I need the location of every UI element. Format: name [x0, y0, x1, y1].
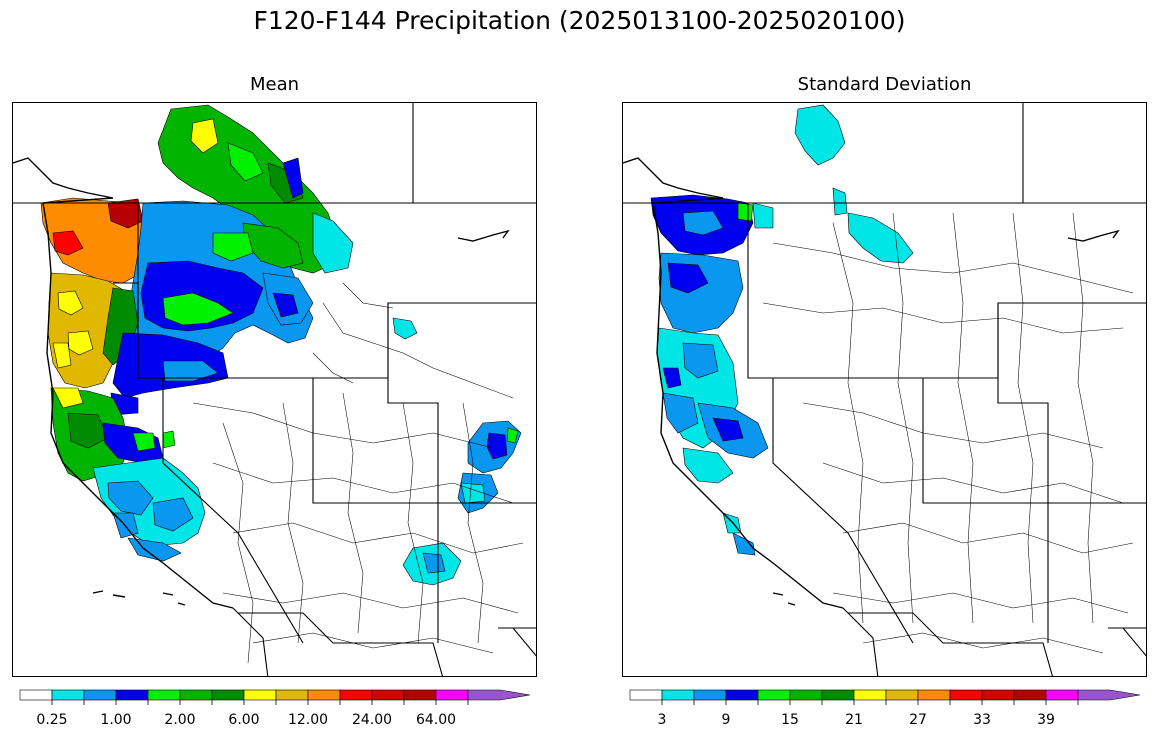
colorbar-swatch [147, 689, 181, 701]
colorbar-swatch [725, 689, 759, 701]
colorbar-tick-label: 1.00 [100, 712, 132, 728]
panel-title-mean: Mean [249, 74, 300, 95]
colorbar-tick-label: 0.25 [36, 712, 68, 728]
colorbar-tick-label: 64.00 [415, 712, 457, 728]
colorbar-swatch [275, 689, 309, 701]
colorbar-swatch [789, 689, 823, 701]
colorbar-std [629, 689, 1141, 714]
colorbar-swatch [339, 689, 373, 701]
colorbar-swatch [51, 689, 85, 701]
coastline-mean [13, 157, 510, 609]
basin-outlines-mean [192, 282, 524, 664]
colorbar-tick-label: 3 [657, 712, 667, 728]
colorbar-swatch [115, 689, 149, 701]
map-std[interactable] [622, 102, 1147, 677]
colorbar-swatch [435, 689, 469, 701]
colorbar-tick-label: 33 [973, 712, 991, 728]
colorbar-swatch [1045, 689, 1079, 701]
basin-shading-mean [40, 104, 522, 586]
coastline-std [623, 157, 1120, 609]
colorbar-tick-label: 12.00 [287, 712, 329, 728]
colorbar-swatch [821, 689, 855, 701]
panel-title-std: Standard Deviation [797, 74, 972, 95]
map-mean[interactable] [12, 102, 537, 677]
colorbar-swatch [211, 689, 245, 701]
colorbar-swatch [949, 689, 983, 701]
colorbar-mean [19, 689, 531, 714]
colorbar-tick-label: 2.00 [164, 712, 196, 728]
figure-title: F120-F144 Precipitation (2025013100-2025… [253, 6, 906, 35]
basin-shading-std [650, 104, 914, 556]
colorbar-tick-label: 39 [1037, 712, 1055, 728]
political-borders-mean [13, 103, 536, 676]
colorbar-swatch [981, 689, 1015, 701]
colorbar-swatch [83, 689, 117, 701]
colorbar-swatch [629, 689, 663, 701]
colorbar-swatch [693, 689, 727, 701]
colorbar-swatch [403, 689, 437, 701]
colorbar-swatch [853, 689, 887, 701]
colorbar-tick-label: 27 [909, 712, 927, 728]
colorbar-swatch [917, 689, 951, 701]
basin-outlines-std [762, 212, 1134, 654]
colorbar-swatch [467, 689, 531, 701]
colorbar-swatch [1013, 689, 1047, 701]
colorbar-tick-label: 9 [721, 712, 731, 728]
colorbar-swatch [243, 689, 277, 701]
colorbar-tick-label: 24.00 [351, 712, 393, 728]
colorbar-tick-label: 6.00 [228, 712, 260, 728]
colorbar-swatch [661, 689, 695, 701]
political-borders-std [623, 103, 1146, 676]
colorbar-tick-label: 21 [845, 712, 863, 728]
colorbar-tick-label: 15 [781, 712, 799, 728]
colorbar-swatch [19, 689, 53, 701]
colorbar-swatch [1077, 689, 1141, 701]
colorbar-swatch [371, 689, 405, 701]
colorbar-swatch [757, 689, 791, 701]
colorbar-swatch [885, 689, 919, 701]
colorbar-swatch [179, 689, 213, 701]
colorbar-swatch [307, 689, 341, 701]
